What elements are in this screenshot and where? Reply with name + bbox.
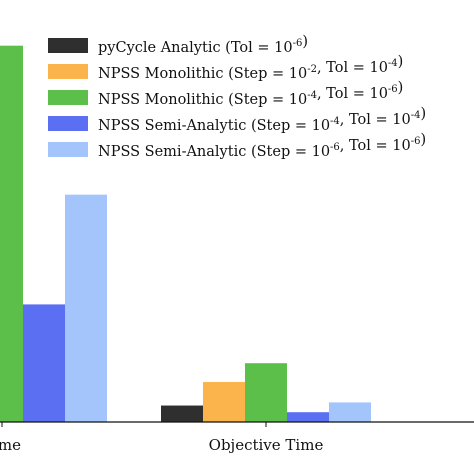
legend-swatch-3	[48, 90, 88, 105]
legend-swatch-1	[48, 38, 88, 53]
bar-series-3-time	[0, 45, 23, 423]
bar-series-5-time	[65, 194, 107, 422]
legend-label-5: NPSS Semi-Analytic (Step = 10-6, Tol = 1…	[98, 132, 426, 160]
legend-label-2: NPSS Monolithic (Step = 10-2, Tol = 10-4…	[98, 54, 403, 82]
bar-series-2-objective-time	[203, 382, 245, 422]
legend-label-1: pyCycle Analytic (Tol = 10-6)	[98, 34, 308, 56]
x-tick-label-time: Time	[0, 436, 21, 454]
legend-swatch-5	[48, 142, 88, 157]
bar-series-4-objective-time	[287, 412, 329, 422]
legend-label-3: NPSS Monolithic (Step = 10-4, Tol = 10-6…	[98, 80, 403, 108]
bar-series-3-objective-time	[245, 363, 287, 422]
bar-series-1-objective-time	[161, 405, 203, 422]
legend-label-4: NPSS Semi-Analytic (Step = 10-4, Tol = 1…	[98, 106, 426, 134]
bar-series-5-objective-time	[329, 402, 371, 422]
legend-swatch-2	[48, 64, 88, 79]
legend-swatch-4	[48, 116, 88, 131]
bars-group	[0, 45, 371, 423]
legend: pyCycle Analytic (Tol = 10-6)NPSS Monoli…	[48, 34, 426, 160]
bar-series-4-time	[23, 304, 65, 422]
x-tick-label-objective-time: Objective Time	[209, 436, 324, 454]
